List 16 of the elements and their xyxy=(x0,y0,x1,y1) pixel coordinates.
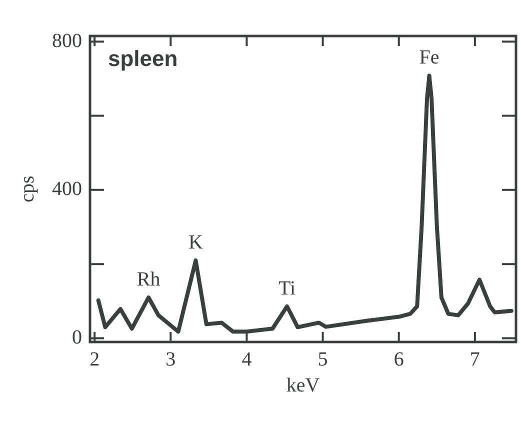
annotation: Ti xyxy=(278,277,296,300)
annotation: K xyxy=(188,231,204,254)
y-tick-label: 800 xyxy=(52,30,82,52)
x-tick-label: 5 xyxy=(318,348,328,370)
x-tick-label: 3 xyxy=(166,348,176,370)
x-tick-label: 2 xyxy=(90,348,100,370)
x-tick-label: 4 xyxy=(242,348,252,370)
y-tick-label: 400 xyxy=(52,178,82,200)
annotation: spleen xyxy=(108,46,178,71)
y-tick-label: 0 xyxy=(72,326,82,349)
annotation: Rh xyxy=(136,268,160,290)
x-tick-label: 6 xyxy=(394,348,404,370)
x-axis-title: keV xyxy=(286,374,320,396)
x-tick-label: 7 xyxy=(470,348,480,370)
annotation: Fe xyxy=(419,46,440,69)
y-axis-title: cps xyxy=(16,175,38,202)
